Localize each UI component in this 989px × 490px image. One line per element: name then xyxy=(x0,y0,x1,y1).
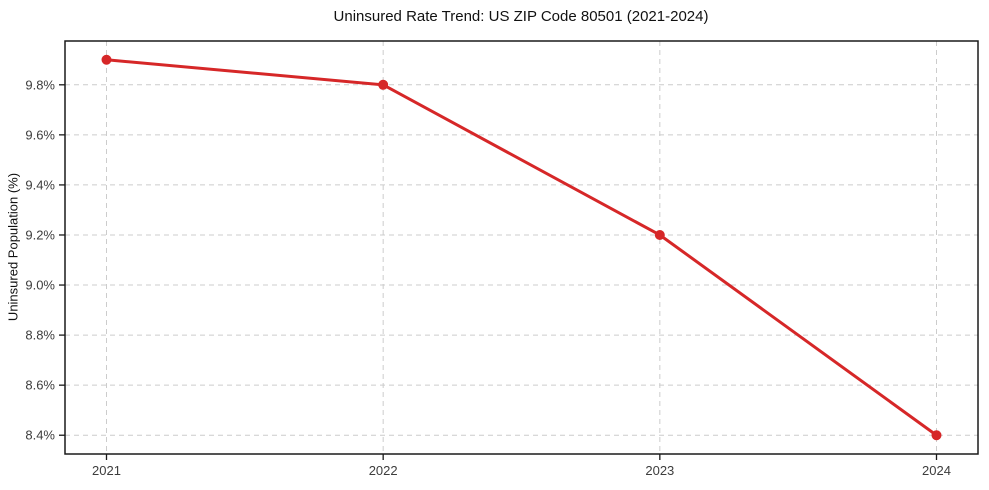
y-tick-label: 9.2% xyxy=(25,227,55,242)
trend-line xyxy=(105,58,938,437)
x-tick-label: 2021 xyxy=(92,463,121,478)
x-tick-label: 2022 xyxy=(369,463,398,478)
x-tick-label: 2024 xyxy=(922,463,951,478)
chart-title: Uninsured Rate Trend: US ZIP Code 80501 … xyxy=(333,8,709,25)
y-tick-label: 9.4% xyxy=(25,177,55,192)
y-tick-label: 9.0% xyxy=(25,278,55,293)
data-point xyxy=(378,79,389,90)
y-tick-label: 9.8% xyxy=(25,77,55,92)
data-point xyxy=(101,54,112,65)
plot-border xyxy=(64,40,979,455)
y-tick-label: 9.6% xyxy=(25,127,55,142)
data-point xyxy=(654,229,665,240)
y-tick-label: 8.4% xyxy=(25,428,55,443)
x-tick-label: 2023 xyxy=(645,463,674,478)
data-point xyxy=(931,430,942,441)
y-tick-label: 8.8% xyxy=(25,328,55,343)
y-tick-label: 8.6% xyxy=(25,378,55,393)
